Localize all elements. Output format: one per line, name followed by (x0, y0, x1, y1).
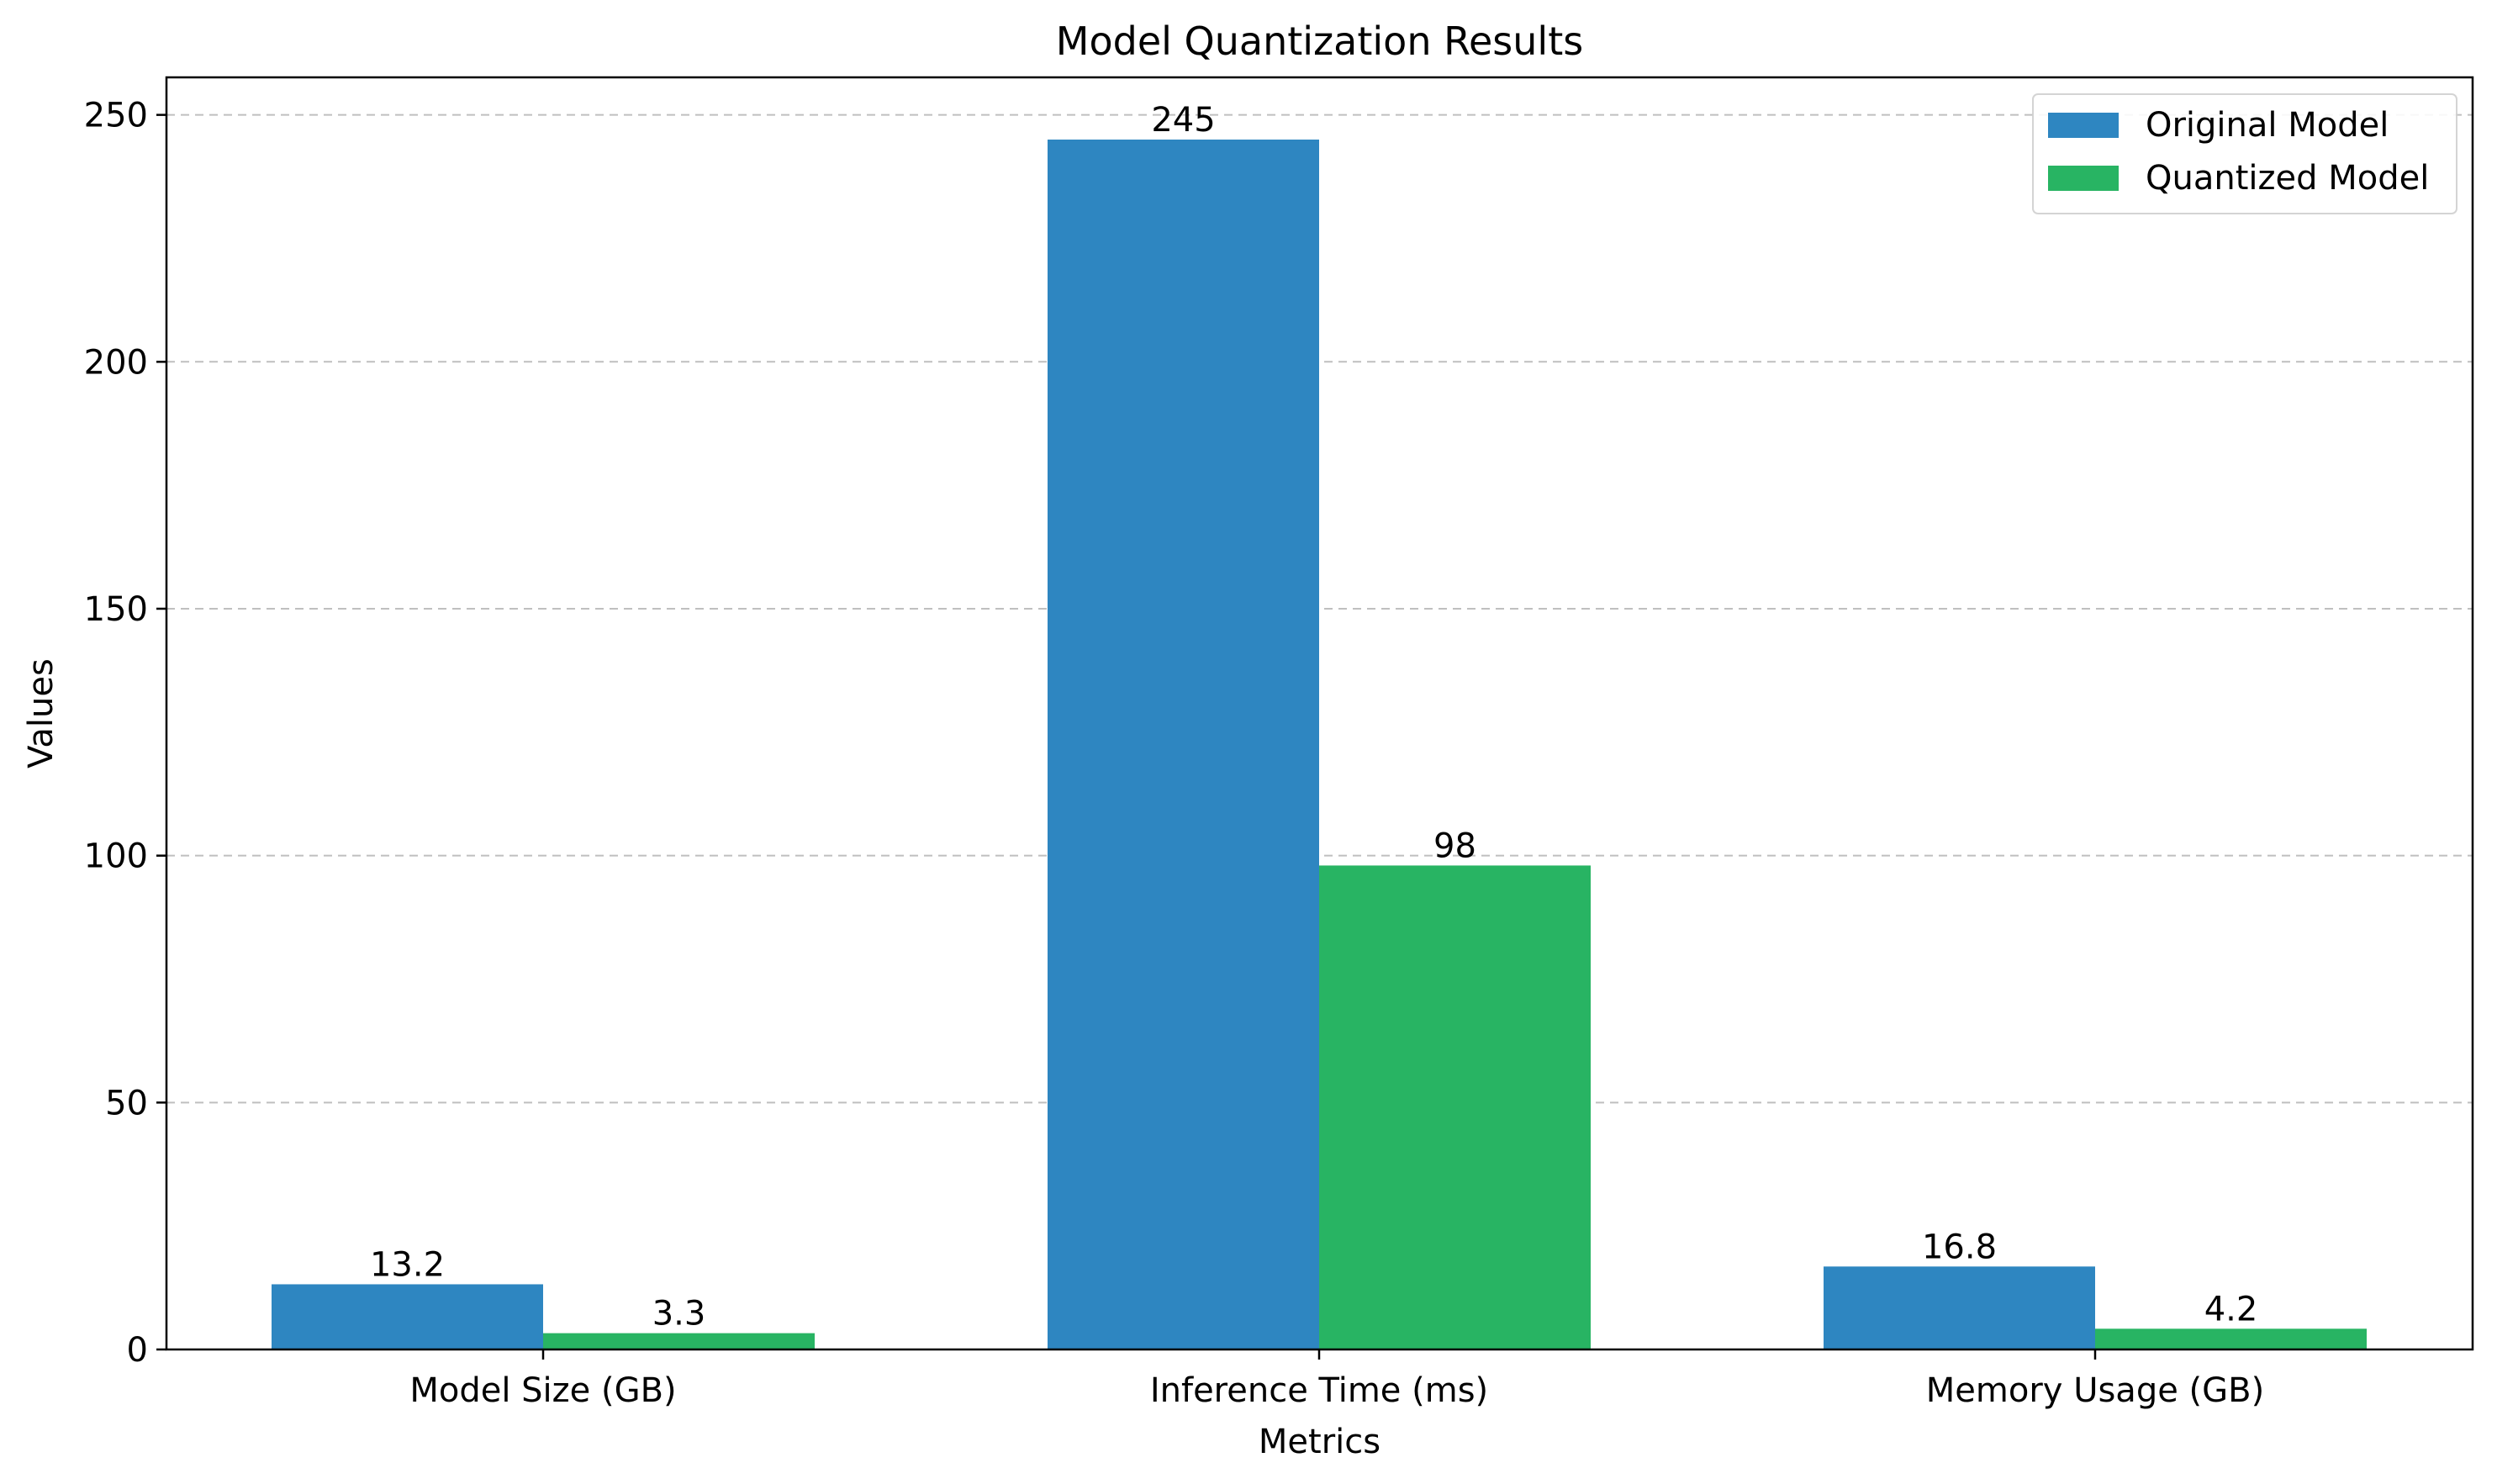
bar (2095, 1328, 2367, 1349)
bar-value-label: 3.3 (652, 1295, 706, 1333)
y-axis: 0 50 100 150 200 250 (84, 97, 166, 1370)
bar-value-label: 245 (1151, 101, 1215, 140)
bar (1824, 1266, 2095, 1349)
bar-value-label: 98 (1433, 826, 1476, 865)
y-tick-label: 0 (127, 1331, 148, 1370)
bar (543, 1333, 815, 1349)
bars (272, 140, 2367, 1350)
x-tick-label: Model Size (GB) (409, 1371, 676, 1410)
y-tick-label: 150 (84, 590, 148, 629)
bar (272, 1284, 543, 1349)
legend-entry-label: Quantized Model (2146, 159, 2429, 198)
bar-value-label: 13.2 (370, 1245, 445, 1284)
x-axis-title: Metrics (1259, 1423, 1380, 1461)
bar-value-label: 16.8 (1922, 1228, 1997, 1266)
bar (1048, 140, 1319, 1350)
y-tick-label: 50 (105, 1084, 148, 1122)
x-tick-label: Memory Usage (GB) (1926, 1371, 2264, 1410)
chart-title: Model Quantization Results (1056, 18, 1583, 64)
legend-swatch (2048, 113, 2119, 138)
data-labels: 13.2 3.3 245 98 16.8 4.2 (370, 101, 2257, 1333)
x-tick-label: Inference Time (ms) (1150, 1371, 1488, 1410)
legend-entry-label: Original Model (2146, 106, 2389, 145)
y-tick-label: 200 (84, 343, 148, 382)
legend-swatch (2048, 166, 2119, 191)
bar-value-label: 4.2 (2204, 1290, 2258, 1328)
legend-box (2032, 93, 2457, 214)
legend: Original Model Quantized Model (2032, 93, 2457, 214)
y-axis-title: Values (22, 658, 61, 768)
y-tick-label: 100 (84, 837, 148, 876)
bar (1319, 865, 1591, 1349)
x-axis: Model Size (GB) Inference Time (ms) Memory… (409, 1349, 2264, 1410)
y-tick-label: 250 (84, 97, 148, 135)
